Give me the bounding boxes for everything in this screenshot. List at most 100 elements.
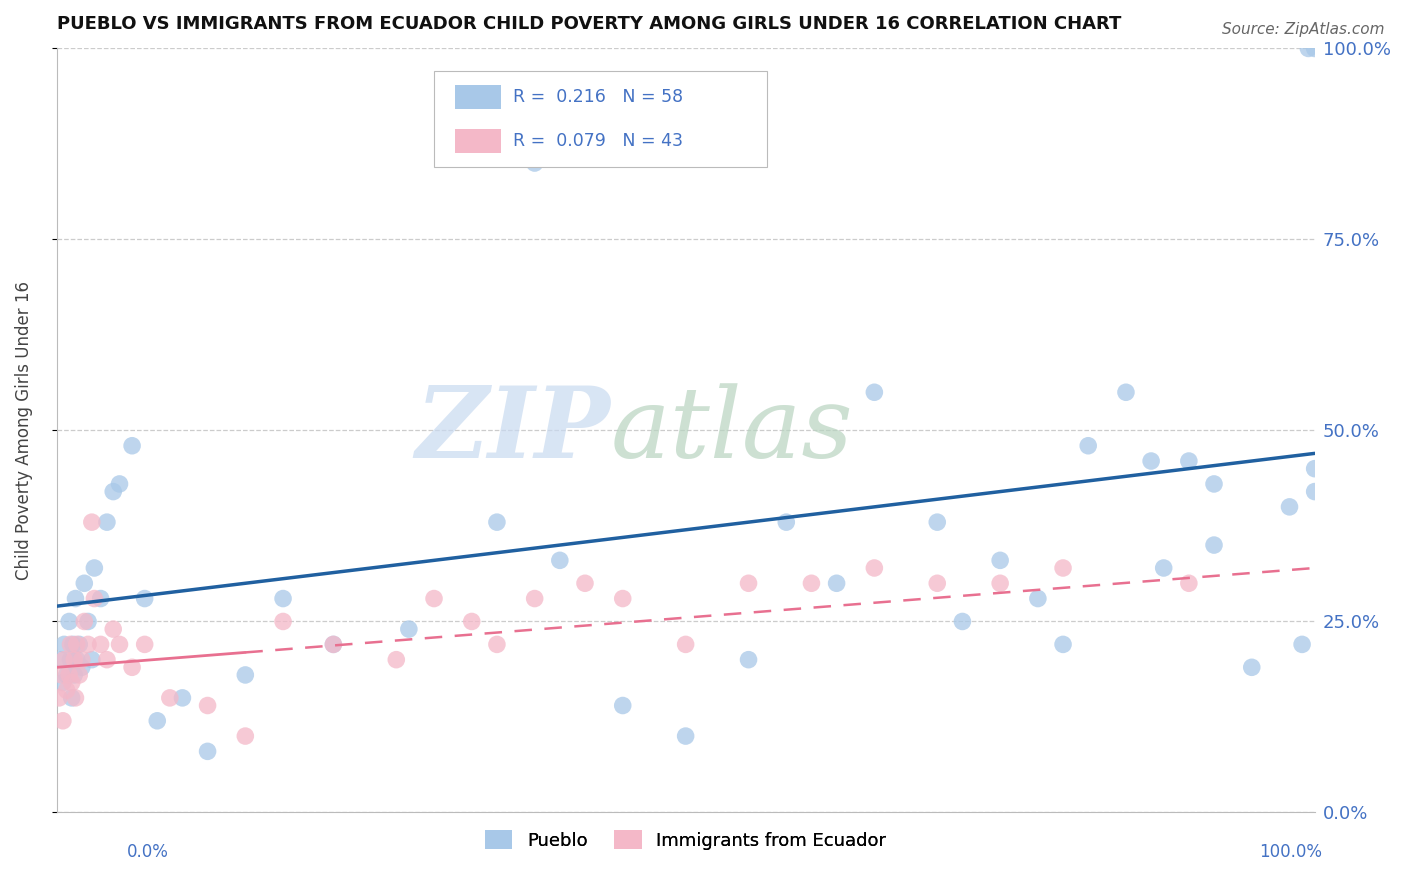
Text: R =  0.216   N = 58: R = 0.216 N = 58	[513, 88, 683, 106]
Point	[58, 615, 80, 629]
Point	[1202, 538, 1225, 552]
Text: Source: ZipAtlas.com: Source: ZipAtlas.com	[1222, 22, 1385, 37]
Point	[66, 637, 89, 651]
Point	[80, 515, 103, 529]
Point	[423, 591, 446, 606]
Point	[73, 615, 96, 629]
Point	[952, 615, 974, 629]
Point	[1052, 637, 1074, 651]
Text: atlas: atlas	[610, 383, 853, 478]
Point	[108, 477, 131, 491]
Bar	[456, 85, 501, 109]
Point	[63, 668, 86, 682]
Point	[108, 637, 131, 651]
Point	[53, 653, 76, 667]
Point	[197, 744, 219, 758]
Point	[60, 675, 83, 690]
Point	[988, 576, 1011, 591]
Point	[49, 653, 72, 667]
Point	[90, 591, 112, 606]
Point	[83, 591, 105, 606]
Point	[775, 515, 797, 529]
Text: PUEBLO VS IMMIGRANTS FROM ECUADOR CHILD POVERTY AMONG GIRLS UNDER 16 CORRELATION: PUEBLO VS IMMIGRANTS FROM ECUADOR CHILD …	[56, 15, 1121, 33]
Point	[1115, 385, 1137, 400]
Point	[1140, 454, 1163, 468]
Point	[48, 690, 70, 705]
Point	[65, 690, 87, 705]
Point	[1178, 576, 1201, 591]
Point	[134, 637, 156, 651]
Point	[96, 515, 118, 529]
Point	[675, 637, 697, 651]
Point	[146, 714, 169, 728]
Point	[51, 668, 73, 682]
Point	[70, 660, 93, 674]
Point	[1202, 477, 1225, 491]
Point	[52, 675, 75, 690]
Point	[675, 729, 697, 743]
Point	[737, 576, 759, 591]
Point	[1303, 484, 1326, 499]
Point	[233, 729, 256, 743]
Point	[53, 637, 76, 651]
Point	[988, 553, 1011, 567]
Point	[825, 576, 848, 591]
Point	[385, 653, 408, 667]
Point	[271, 591, 294, 606]
Point	[65, 591, 87, 606]
Point	[612, 698, 634, 713]
Point	[863, 561, 886, 575]
Point	[548, 553, 571, 567]
Point	[67, 668, 90, 682]
Point	[70, 653, 93, 667]
Point	[159, 690, 181, 705]
Point	[574, 576, 596, 591]
Point	[103, 484, 125, 499]
Point	[1153, 561, 1175, 575]
Point	[612, 591, 634, 606]
Text: R =  0.079   N = 43: R = 0.079 N = 43	[513, 132, 683, 150]
Point	[67, 637, 90, 651]
Point	[52, 714, 75, 728]
Point	[172, 690, 194, 705]
FancyBboxPatch shape	[434, 71, 768, 167]
Point	[1278, 500, 1301, 514]
Point	[62, 637, 84, 651]
Point	[77, 637, 100, 651]
Point	[55, 683, 77, 698]
Point	[80, 653, 103, 667]
Point	[121, 660, 143, 674]
Point	[1291, 637, 1313, 651]
Point	[60, 690, 83, 705]
Legend: Pueblo, Immigrants from Ecuador: Pueblo, Immigrants from Ecuador	[478, 823, 893, 857]
Point	[523, 156, 546, 170]
Point	[322, 637, 344, 651]
Point	[485, 637, 508, 651]
Point	[63, 653, 86, 667]
Point	[398, 622, 420, 636]
Point	[96, 653, 118, 667]
Point	[322, 637, 344, 651]
Point	[134, 591, 156, 606]
Point	[121, 439, 143, 453]
Point	[927, 576, 949, 591]
Point	[1077, 439, 1099, 453]
Point	[1303, 461, 1326, 475]
Point	[66, 653, 89, 667]
Point	[73, 576, 96, 591]
Point	[197, 698, 219, 713]
Point	[271, 615, 294, 629]
Point	[59, 653, 82, 667]
Point	[1240, 660, 1263, 674]
Point	[1026, 591, 1049, 606]
Bar	[456, 129, 501, 153]
Point	[83, 561, 105, 575]
Point	[523, 591, 546, 606]
Text: 100.0%: 100.0%	[1258, 843, 1322, 861]
Point	[737, 653, 759, 667]
Y-axis label: Child Poverty Among Girls Under 16: Child Poverty Among Girls Under 16	[15, 281, 32, 580]
Point	[800, 576, 823, 591]
Point	[1303, 41, 1326, 55]
Point	[58, 668, 80, 682]
Text: 0.0%: 0.0%	[127, 843, 169, 861]
